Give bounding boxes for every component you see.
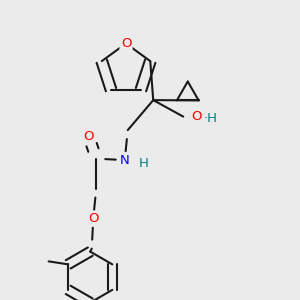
Text: N: N xyxy=(120,154,130,166)
Text: O: O xyxy=(88,212,98,225)
Text: O: O xyxy=(191,110,201,123)
Text: H: H xyxy=(138,157,148,170)
Text: O: O xyxy=(83,130,94,142)
Text: ·H: ·H xyxy=(204,112,218,124)
Text: O: O xyxy=(121,37,131,50)
